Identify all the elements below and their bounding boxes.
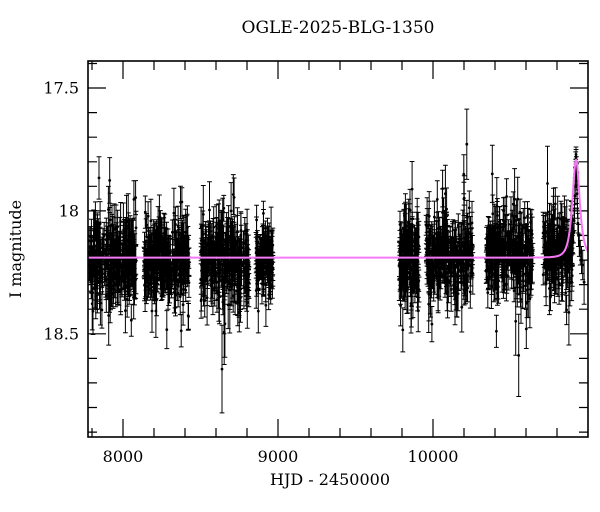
y-tick-label: 18 — [59, 201, 79, 220]
model-light-curve — [88, 158, 588, 259]
x-axis-label: HJD - 2450000 — [270, 470, 390, 489]
model-curve-layer — [88, 158, 588, 259]
x-tick-label: 8000 — [103, 447, 144, 466]
plot-title: OGLE-2025-BLG-1350 — [242, 18, 435, 38]
y-tick-label: 18.5 — [43, 324, 79, 343]
plot-frame — [87, 60, 589, 438]
x-tick-label: 10000 — [408, 447, 459, 466]
y-tick-label: 17.5 — [43, 79, 79, 98]
tick-labels: 8000 9000 10000 17.5 18 18.5 — [43, 79, 458, 467]
y-axis-label: I magnitude — [6, 200, 25, 298]
x-tick-label: 9000 — [258, 447, 299, 466]
